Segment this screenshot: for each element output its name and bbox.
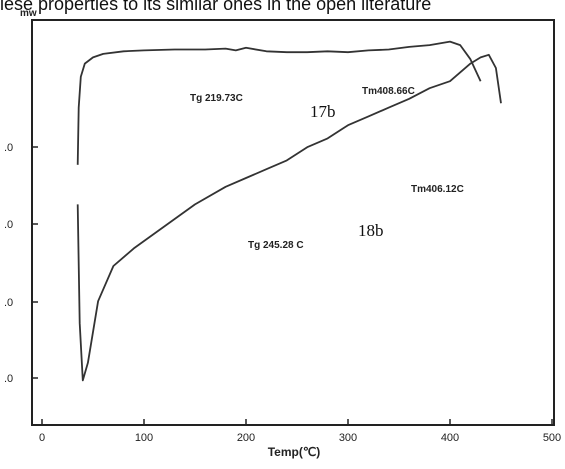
annotation-label: Tm408.66C [362, 86, 415, 97]
annotation-label: Tg 245.28 C [248, 240, 304, 251]
series-line-18b [76, 53, 502, 382]
x-tick-label: 400 [441, 432, 459, 444]
annotation-label: Tm406.12C [411, 184, 464, 195]
plot-frame [31, 19, 555, 426]
cropped-caption-text: iese properties to its similar ones in t… [0, 0, 432, 14]
x-tick-label: 300 [339, 432, 357, 444]
curve-label-18b: 18b [358, 221, 384, 240]
x-axis-label: Temp(℃) [268, 445, 321, 459]
y-tick-label: .0 [4, 297, 13, 309]
x-tick-label: 200 [237, 432, 255, 444]
x-tick-label: 0 [39, 432, 45, 444]
annotation-label: Tg 219.73C [190, 93, 243, 104]
x-tick-label: 100 [135, 432, 153, 444]
y-tick-label: .0 [4, 219, 13, 231]
x-ticks: 0 100 200 300 400 500 [39, 419, 561, 444]
annotations-layer: Tg 219.73C Tm408.66C Tg 245.28 C Tm406.12C 1… [190, 86, 464, 251]
y-ticks: .0 .0 .0 .0 [4, 142, 38, 385]
y-tick-label: .0 [4, 373, 13, 385]
y-unit-label: mw [20, 8, 37, 19]
series-line-17b [76, 40, 482, 165]
curve-label-17b: 17b [310, 102, 336, 121]
y-tick-label: .0 [4, 142, 13, 154]
x-tick-label: 500 [543, 432, 561, 444]
series-layer [76, 40, 502, 382]
